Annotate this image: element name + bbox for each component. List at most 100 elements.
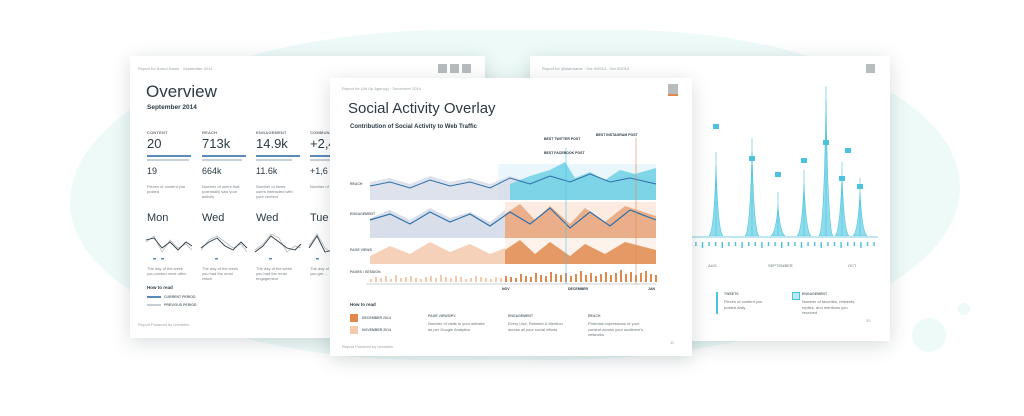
legend-current-swatch (147, 296, 161, 298)
report-card-center[interactable]: Report for (Ad Up Agency) · December 201… (330, 78, 692, 356)
metric-label-content: CONTENT (147, 130, 168, 135)
post-marker (845, 148, 851, 153)
page-subtitle: September 2014 (147, 104, 197, 111)
axis-label-aug: AUG (708, 263, 717, 268)
page-title: Social Activity Overlay (348, 100, 496, 117)
tweet-bar (800, 242, 803, 248)
legend-page-views-desc: Number of visits to your website as per … (428, 321, 485, 332)
pages-session-bar (495, 277, 497, 282)
pages-session-bar (380, 278, 382, 282)
how-to-read-title: How to read (350, 302, 376, 307)
legend-november-swatch (350, 326, 358, 334)
report-header-text: Report for @username · Oct 9/2014 - Oct … (542, 66, 629, 71)
post-marker (713, 124, 719, 129)
legend-december-swatch (350, 314, 358, 322)
post-marker (823, 140, 829, 145)
day-most-engagement: Wed (256, 212, 279, 224)
pages-session-bar (395, 275, 397, 282)
page-subtitle: Contribution of Social Activity to Web T… (350, 124, 478, 130)
share-icon[interactable] (450, 64, 459, 73)
axis-label-september: SEPTEMBER (768, 263, 793, 268)
post-marker (839, 176, 845, 181)
metric-label-community: COMMUNITY (310, 130, 337, 135)
print-icon[interactable] (438, 64, 447, 73)
tweet-bar (715, 242, 717, 246)
day-desc-reach: The day of the week you had the most rea… (202, 266, 239, 281)
metric-bar-reach (202, 155, 246, 157)
pages-session-bar (545, 276, 547, 282)
how-to-read-title: How to read (147, 285, 173, 290)
legend-tweets-desc: Pieces of content you posted daily (724, 299, 763, 310)
pages-session-bar (555, 274, 557, 282)
tweet-bar (827, 242, 829, 246)
pages-session-bar (530, 277, 532, 282)
tweet-bar (807, 242, 809, 246)
pages-session-bar (525, 276, 527, 282)
page-number: 39 (866, 318, 871, 323)
pages-session-bar (585, 275, 587, 282)
metric-prev-engagement: 11.6k (256, 166, 278, 176)
pages-session-bar (465, 279, 467, 282)
metric-prev-reach: 664k (202, 166, 222, 176)
pages-session-bar (405, 277, 407, 282)
tweet-bar (833, 242, 836, 246)
annotation-best-twitter: BEST TWITTER POST (544, 137, 581, 141)
legend-november-label: NOVEMBER 2014 (362, 328, 391, 332)
metric-desc-content: Pieces of content you posted (147, 184, 186, 194)
legend-page-views-title: PAGE VIEWS/PV (428, 314, 456, 318)
pages-session-bar (595, 276, 597, 282)
pages-session-bar (550, 272, 552, 282)
tweet-bar (748, 242, 750, 246)
tweet-bar (761, 242, 763, 248)
download-icon[interactable] (462, 64, 471, 73)
pages-session-bar (400, 278, 402, 282)
pages-session-bar (625, 274, 627, 282)
post-marker (749, 156, 755, 161)
annotation-best-instagram: BEST INSTAGRAM POST (596, 133, 639, 137)
day-most-community: Tue (310, 212, 329, 224)
pages-session-bar (460, 277, 462, 282)
page-views-area-previous (370, 242, 505, 264)
pages-session-bar (435, 278, 437, 282)
tweet-bars (682, 242, 875, 248)
pages-session-bar (540, 275, 542, 282)
day-most-posts: Mon (147, 212, 169, 224)
page-action-icon[interactable] (866, 64, 875, 73)
pages-session-bar (640, 273, 642, 282)
pages-session-bar (440, 275, 442, 282)
tweet-bar (860, 242, 862, 248)
axis-label-oct: OCT (848, 263, 857, 268)
pages-session-bar (520, 274, 522, 282)
tweet-bar (814, 242, 816, 246)
pages-session-bar (455, 276, 457, 282)
metric-value-content: 20 (147, 136, 162, 151)
legend-december-label: DECEMBER 2014 (362, 316, 391, 320)
post-marker (801, 158, 807, 163)
tweet-bar (767, 242, 770, 246)
metric-value-engagement: 14.9k (256, 136, 288, 151)
report-header-text: Report for Brand Name · September 2014 (138, 66, 213, 71)
tweet-bar (873, 242, 875, 246)
background-dot-small (912, 318, 946, 352)
day-desc-community: The day of the week you gre... (310, 266, 347, 276)
day-desc-engagement: The day of the week you had the most eng… (256, 266, 293, 281)
post-marker (857, 184, 863, 189)
pages-session-bar (390, 279, 392, 282)
pages-session-bar (630, 272, 632, 282)
pages-session-bar (645, 271, 647, 282)
reach-line (369, 173, 657, 189)
metric-prev-community: +1,6 (310, 166, 328, 176)
pages-session-bar (385, 276, 387, 282)
engagement-spikes (680, 86, 878, 238)
tweet-bar (794, 242, 796, 246)
engagement-area-previous (370, 208, 505, 238)
pages-session-bar (620, 270, 622, 282)
metric-label-engagement: ENGAGEMENT (256, 130, 287, 135)
pages-session-bar (415, 278, 417, 282)
pages-session-bar (610, 275, 612, 282)
tweet-bar (866, 242, 869, 246)
pages-session-bar (500, 278, 502, 282)
metric-bar-reach-prev (202, 159, 242, 161)
tweet-bar (781, 242, 783, 248)
metric-desc-engagement: Number of times users interacted with yo… (256, 184, 293, 199)
